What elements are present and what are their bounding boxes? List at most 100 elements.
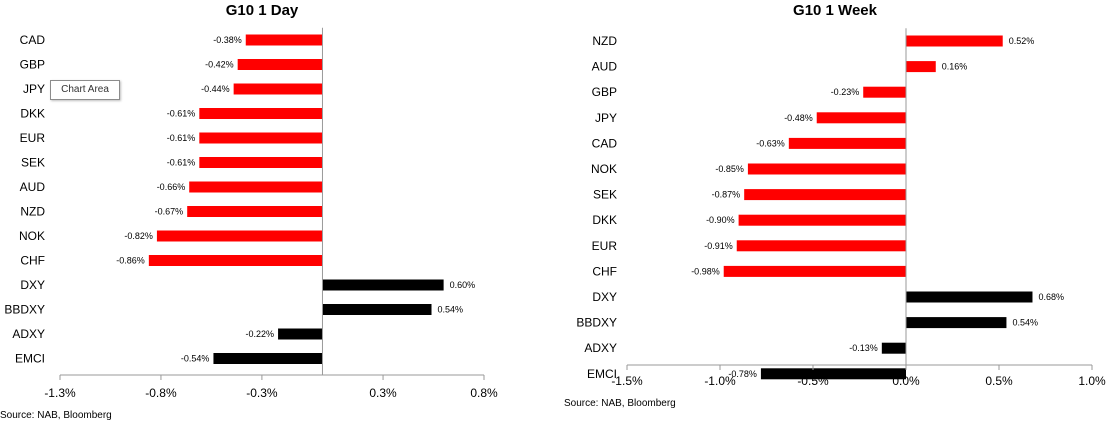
bar-adxy <box>881 342 906 354</box>
bar-nok <box>156 230 323 242</box>
category-label: SEK <box>21 156 45 170</box>
x-tick-label: -1.5% <box>611 374 643 388</box>
bar-dxy <box>322 279 444 291</box>
category-label: AUD <box>20 180 46 194</box>
value-label: 0.54% <box>1012 318 1038 328</box>
x-tick-label: -0.3% <box>246 386 278 400</box>
category-label: GBP <box>592 85 617 99</box>
x-tick-label: 1.0% <box>1078 374 1106 388</box>
chart-g10-1-day[interactable]: G10 1 Day -0.38% CAD -0.42% GBP -0.44% JPY -0.… <box>0 0 540 425</box>
bar-aud <box>906 61 936 73</box>
category-label: AUD <box>592 60 618 74</box>
bar-adxy <box>278 328 323 340</box>
category-label: CAD <box>592 136 618 150</box>
value-label: -0.22% <box>246 329 275 339</box>
category-label: EMCI <box>587 367 617 381</box>
bar-bbdxy <box>906 317 1007 329</box>
bar-emci <box>213 353 323 364</box>
category-label: ADXY <box>12 327 45 341</box>
value-label: -0.98% <box>691 266 720 276</box>
value-label: -0.61% <box>167 133 196 143</box>
bar-jpy <box>233 83 323 95</box>
value-label: -0.61% <box>167 158 196 168</box>
category-label: BBDXY <box>4 303 45 317</box>
bar-jpy <box>816 112 906 124</box>
category-label: ADXY <box>584 341 617 355</box>
value-label: 0.52% <box>1009 36 1035 46</box>
bar-nok <box>747 163 906 175</box>
value-label: -0.87% <box>712 190 741 200</box>
category-label: CHF <box>20 254 45 268</box>
x-tick-label: 0.3% <box>369 386 397 400</box>
chart-area-tooltip: Chart Area <box>50 80 120 100</box>
value-label: 0.60% <box>450 280 476 290</box>
x-tick-label: -1.0% <box>704 374 736 388</box>
x-tick-label: 0.8% <box>470 386 498 400</box>
category-label: NZD <box>20 205 45 219</box>
x-tick-label: -0.5% <box>797 374 829 388</box>
category-label: NOK <box>19 229 45 243</box>
value-label: -0.23% <box>831 87 860 97</box>
value-label: -0.54% <box>181 354 210 364</box>
value-label: -0.63% <box>756 138 785 148</box>
bar-aud <box>189 181 323 193</box>
x-tick-label: -1.3% <box>44 386 76 400</box>
value-label: -0.67% <box>155 207 184 217</box>
category-label: NOK <box>591 162 617 176</box>
value-label: -0.85% <box>715 164 744 174</box>
category-label: NZD <box>592 34 617 48</box>
bar-chf <box>723 265 906 277</box>
category-label: DKK <box>20 107 45 121</box>
bar-eur <box>199 132 323 144</box>
bar-dkk <box>738 214 906 226</box>
value-label: -0.44% <box>201 84 230 94</box>
value-label: -0.61% <box>167 109 196 119</box>
chart-source: Source: NAB, Bloomberg <box>564 398 676 409</box>
bar-gbp <box>237 59 323 70</box>
bar-emci <box>760 368 906 380</box>
category-label: BBDXY <box>576 316 617 330</box>
chart-plot-area[interactable]: -0.38% CAD -0.42% GBP -0.44% JPY -0.61% DKK -0.6… <box>0 0 540 425</box>
value-label: -0.90% <box>706 215 735 225</box>
chart-title: G10 1 Week <box>793 2 877 19</box>
bar-bbdxy <box>322 304 432 315</box>
category-label: JPY <box>595 111 617 125</box>
value-label: -0.48% <box>784 113 813 123</box>
category-label: CAD <box>20 33 46 47</box>
bar-chf <box>148 255 323 266</box>
value-label: -0.82% <box>124 231 153 241</box>
bar-cad <box>245 34 323 46</box>
category-label: JPY <box>23 82 45 96</box>
category-label: CHF <box>592 264 617 278</box>
value-label: -0.38% <box>213 35 242 45</box>
x-tick-label: -0.8% <box>145 386 177 400</box>
chart-plot-area[interactable]: 0.52% NZD 0.16% AUD -0.23% GBP -0.48% JPY -0.63%… <box>555 0 1112 425</box>
x-tick-label: 0.5% <box>985 374 1013 388</box>
category-label: EUR <box>20 131 46 145</box>
value-label: 0.68% <box>1038 292 1064 302</box>
value-label: -0.78% <box>728 369 757 379</box>
bar-sek <box>744 189 906 201</box>
bar-nzd <box>187 206 323 217</box>
bar-dkk <box>199 108 323 119</box>
bar-eur <box>736 240 906 252</box>
bar-gbp <box>863 86 906 98</box>
category-label: DKK <box>592 213 617 227</box>
bar-dxy <box>906 291 1033 303</box>
value-label: 0.16% <box>942 62 968 72</box>
x-tick-label: 0.0% <box>892 374 920 388</box>
category-label: SEK <box>593 188 617 202</box>
chart-title: G10 1 Day <box>225 2 299 19</box>
value-label: -0.42% <box>205 60 234 70</box>
bar-sek <box>199 157 323 168</box>
value-label: -0.91% <box>704 241 733 251</box>
value-label: 0.54% <box>438 305 464 315</box>
bar-nzd <box>906 35 1003 47</box>
value-label: -0.86% <box>116 256 145 266</box>
bar-cad <box>788 137 906 149</box>
chart-g10-1-week[interactable]: G10 1 Week 0.52% NZD 0.16% AUD -0.23% GBP -0.4… <box>555 0 1112 425</box>
chart-source: Source: NAB, Bloomberg <box>0 410 112 421</box>
category-label: DXY <box>592 290 617 304</box>
value-label: -0.66% <box>157 182 186 192</box>
category-label: DXY <box>20 278 45 292</box>
